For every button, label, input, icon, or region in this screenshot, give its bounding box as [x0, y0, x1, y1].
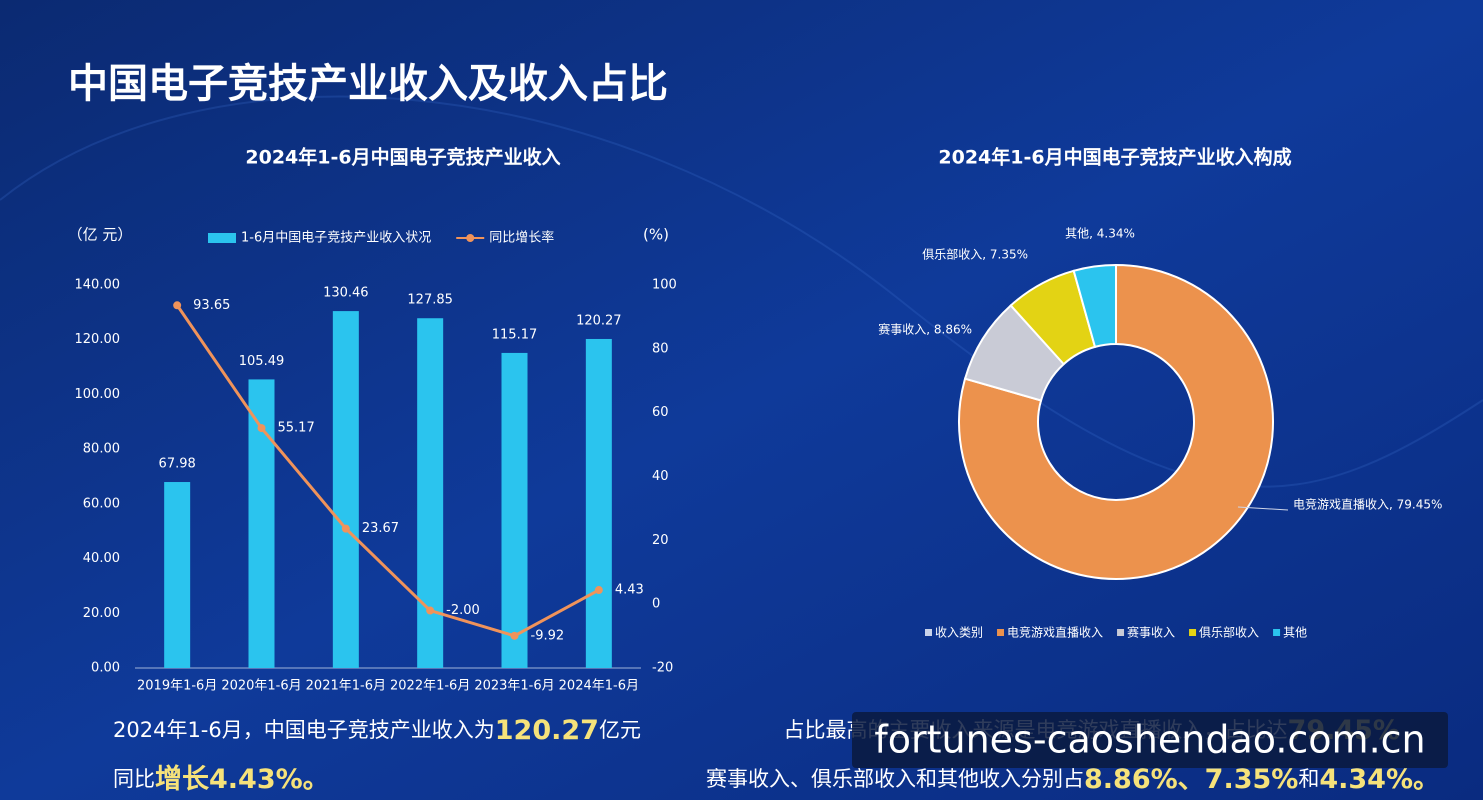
line-value-label: -2.00 — [446, 603, 480, 618]
line-value-label: 4.43 — [615, 583, 644, 598]
caption-text: 和 — [1298, 767, 1319, 791]
y-tick-label: 80.00 — [83, 442, 120, 457]
caption-text: 2024年1-6月，中国电子竞技产业收入为 — [113, 718, 495, 742]
line-value-label: 55.17 — [278, 421, 315, 436]
caption: 同比增长4.43%。 — [113, 763, 330, 795]
line-value-label: 23.67 — [362, 521, 399, 536]
line-point — [173, 301, 182, 310]
pie-slice — [1072, 263, 1117, 349]
line-point — [510, 631, 519, 640]
x-tick-label: 2023年1-6月 — [474, 679, 554, 694]
legend-label: 电竞游戏直播收入 — [1007, 626, 1103, 640]
line-point — [426, 606, 435, 615]
caption: 赛事收入、俱乐部收入和其他收入分别占8.86%、7.35%和4.34%。 — [706, 764, 1440, 795]
y-axis-label: （亿 元） — [68, 226, 133, 244]
caption: 2024年1-6月，中国电子竞技产业收入为120.27亿元 — [113, 715, 641, 746]
y-tick-label: 120.00 — [75, 332, 121, 347]
legend-label: 1-6月中国电子竞技产业收入状况 — [241, 230, 431, 246]
legend-swatch — [466, 234, 475, 242]
bar-value-label: 120.27 — [576, 313, 622, 328]
line-value-label: 93.65 — [193, 298, 230, 313]
page-title: 中国电子竞技产业收入及收入占比 — [68, 61, 668, 107]
legend-swatch — [1189, 629, 1197, 636]
caption-highlight: 增长4.43%。 — [155, 763, 330, 795]
line — [175, 304, 600, 638]
legend-label: 赛事收入 — [1127, 625, 1175, 640]
y2-axis-label: (%) — [643, 226, 669, 244]
caption-text: 亿元 — [599, 718, 641, 742]
chart-title: 2024年1-6月中国电子竞技产业收入 — [245, 146, 560, 169]
bar — [417, 318, 444, 668]
x-tick-label: 2020年1-6月 — [221, 679, 301, 694]
legend-swatch — [997, 629, 1005, 636]
y2-tick-label: 20 — [652, 533, 669, 548]
legend-title: 收入类别 — [935, 626, 983, 640]
bar-value-label: 105.49 — [239, 354, 285, 369]
pie-label: 其他, 4.34% — [1065, 227, 1135, 241]
y2-tick-label: 0 — [652, 597, 660, 612]
legend-label: 同比增长率 — [489, 230, 554, 246]
bar — [501, 352, 528, 668]
pie-label: 电竞游戏直播收入, 79.45% — [1293, 498, 1442, 512]
y2-tick-label: 60 — [652, 405, 669, 420]
bar-value-label: 127.85 — [407, 293, 453, 308]
x-tick-label: 2024年1-6月 — [559, 679, 639, 694]
bar-value-label: 115.17 — [492, 327, 538, 342]
y-tick-label: 40.00 — [83, 551, 120, 566]
pie-label: 赛事收入, 8.86% — [878, 322, 972, 337]
caption-text: 赛事收入、俱乐部收入和其他收入分别占 — [706, 767, 1084, 791]
bar-value-label: 67.98 — [159, 457, 196, 472]
legend-swatch — [1117, 629, 1125, 636]
y-tick-label: 60.00 — [83, 496, 120, 511]
y-tick-label: 0.00 — [91, 661, 120, 676]
y2-tick-label: -20 — [652, 661, 673, 676]
legend-swatch — [925, 629, 932, 636]
x-tick-label: 2021年1-6月 — [306, 679, 386, 694]
y-tick-label: 100.00 — [75, 387, 121, 402]
y2-tick-label: 40 — [652, 469, 669, 484]
pie-label: 俱乐部收入, 7.35% — [922, 247, 1028, 262]
caption-text: 同比 — [113, 767, 155, 791]
y-tick-label: 20.00 — [83, 606, 120, 621]
chart-title: 2024年1-6月中国电子竞技产业收入构成 — [938, 146, 1291, 169]
line-point — [594, 586, 603, 595]
legend-swatch — [208, 233, 236, 243]
leader-line — [1237, 506, 1289, 511]
x-tick-label: 2022年1-6月 — [390, 679, 470, 694]
watermark: fortunes-caoshendao.com.cn — [874, 718, 1425, 762]
decor — [0, 95, 1483, 488]
caption-highlight: 8.86%、7.35% — [1084, 764, 1298, 795]
line-point — [257, 424, 266, 433]
x-tick-label: 2019年1-6月 — [137, 679, 217, 694]
bar — [332, 311, 359, 668]
caption-highlight: 4.34%。 — [1319, 764, 1440, 795]
bar — [248, 379, 275, 668]
y2-tick-label: 80 — [652, 341, 669, 356]
line-point — [341, 524, 350, 533]
pie-slice — [958, 263, 1274, 580]
bar — [164, 482, 191, 668]
bar-value-label: 130.46 — [323, 286, 369, 301]
legend-label: 其他 — [1283, 626, 1307, 640]
legend-swatch — [1273, 629, 1281, 636]
line-value-label: -9.92 — [531, 628, 565, 643]
legend-label: 俱乐部收入 — [1199, 625, 1259, 640]
bar — [585, 338, 612, 668]
y-tick-label: 140.00 — [75, 278, 121, 293]
watermark-box — [852, 712, 1448, 768]
caption-highlight: 120.27 — [495, 715, 599, 746]
y2-tick-label: 100 — [652, 278, 677, 293]
